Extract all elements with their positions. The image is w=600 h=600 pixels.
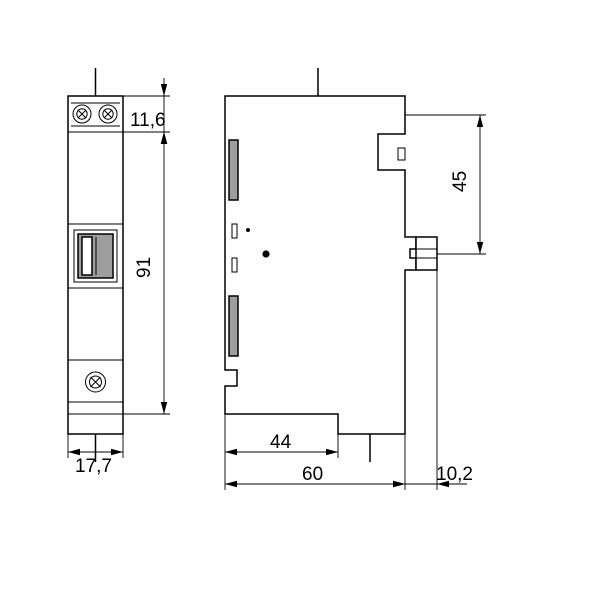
dim-label: 17,7: [75, 456, 112, 477]
dim-label: 60: [302, 464, 323, 485]
technical-drawing: 17,7 11,6 91: [0, 0, 600, 600]
dim-label: 10,2: [436, 464, 473, 485]
dim-label: 11,6: [130, 110, 166, 131]
side-view: [225, 68, 437, 462]
dim-60: 60: [225, 434, 405, 490]
dim-91: 91: [123, 132, 170, 414]
dim-label: 45: [450, 171, 471, 192]
dim-45: 45: [405, 115, 486, 254]
dim-label: 44: [270, 432, 292, 453]
dim-label: 91: [134, 257, 155, 278]
dim-44: 44: [225, 414, 338, 458]
front-view: [68, 68, 123, 462]
